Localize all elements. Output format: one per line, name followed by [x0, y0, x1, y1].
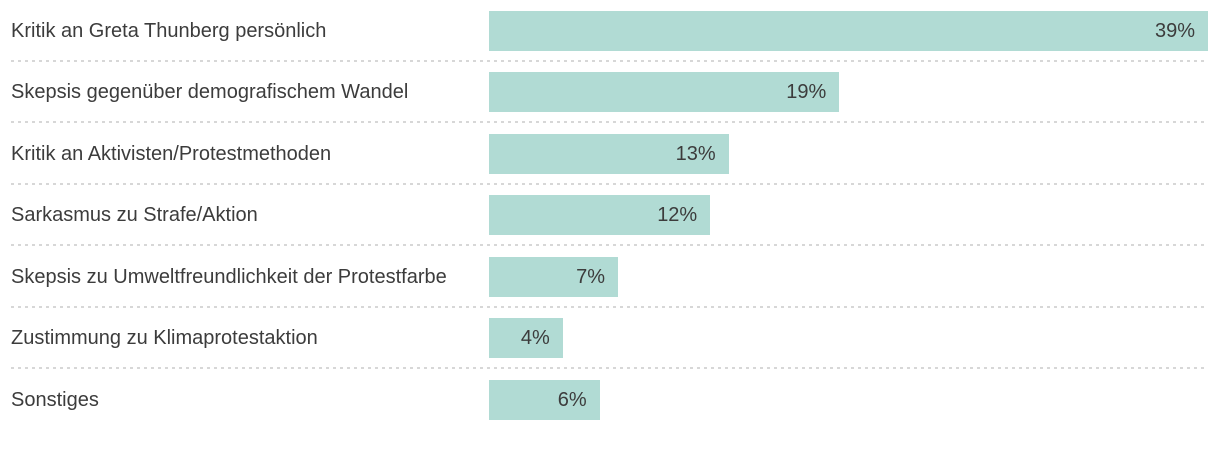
bar: 6% [489, 379, 600, 420]
bar: 39% [489, 10, 1208, 51]
chart-row: Zustimmung zu Klimaprotestaktion 4% [11, 307, 1208, 369]
bar-track: 39% [489, 10, 1208, 51]
bar: 12% [489, 195, 711, 236]
bar: 7% [489, 256, 619, 297]
bar: 4% [489, 318, 563, 359]
bar: 13% [489, 133, 729, 174]
bar-track: 13% [489, 133, 1208, 174]
bar-track: 4% [489, 318, 1208, 359]
bar-track: 12% [489, 195, 1208, 236]
chart-row: Skepsis gegenüber demografischem Wandel 1… [11, 61, 1208, 123]
value-label: 6% [557, 388, 587, 411]
category-label: Sarkasmus zu Strafe/Aktion [11, 204, 258, 227]
value-label: 7% [576, 265, 606, 288]
chart-row: Kritik an Aktivisten/Protestmethoden 13% [11, 123, 1208, 185]
value-label: 19% [786, 81, 827, 104]
category-label: Sonstiges [11, 388, 99, 411]
value-label: 39% [1154, 19, 1195, 42]
bar-track: 7% [489, 256, 1208, 297]
category-label: Zustimmung zu Klimaprotestaktion [11, 327, 318, 350]
value-label: 13% [675, 142, 716, 165]
chart-row: Kritik an Greta Thunberg persönlich 39% [11, 0, 1208, 62]
category-label: Skepsis gegenüber demografischem Wandel [11, 81, 409, 104]
bar-track: 6% [489, 379, 1208, 420]
bar: 19% [489, 72, 840, 113]
chart-row: Sarkasmus zu Strafe/Aktion 12% [11, 184, 1208, 246]
chart-row: Sonstiges 6% [11, 369, 1208, 431]
chart-row: Skepsis zu Umweltfreundlichkeit der Prot… [11, 246, 1208, 308]
bar-track: 19% [489, 72, 1208, 113]
category-label: Kritik an Greta Thunberg persönlich [11, 19, 327, 42]
category-label: Skepsis zu Umweltfreundlichkeit der Prot… [11, 265, 447, 288]
value-label: 12% [657, 204, 698, 227]
category-label: Kritik an Aktivisten/Protestmethoden [11, 142, 332, 165]
value-label: 4% [520, 327, 550, 350]
